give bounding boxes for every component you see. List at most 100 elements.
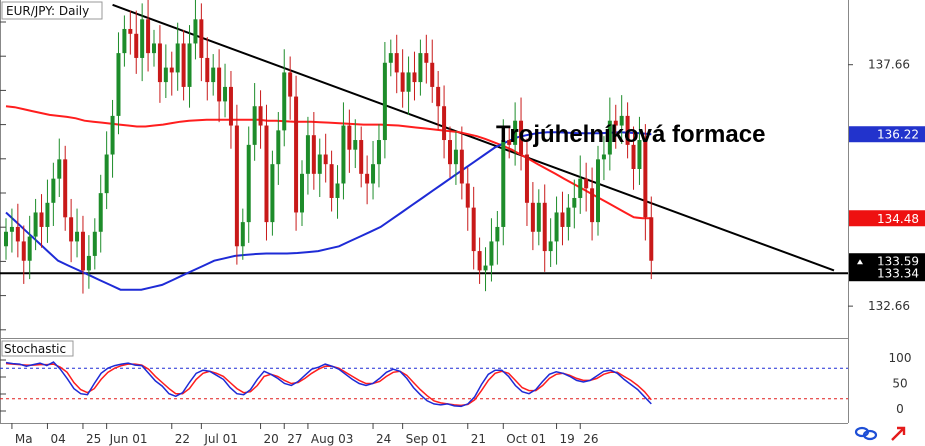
date-axis: Ma 04 25 Jun 01 22 Jul 01 20 27 Aug 03 24 Sep 01 21… xyxy=(11,423,599,446)
candle-body xyxy=(63,159,68,218)
candle-body xyxy=(619,115,624,126)
candle-body xyxy=(465,183,470,208)
candle-body xyxy=(217,67,222,102)
candle-body xyxy=(406,72,411,92)
candle-body xyxy=(453,149,458,165)
candle-body xyxy=(649,217,654,261)
candle-body xyxy=(246,144,251,223)
candle-body xyxy=(252,106,257,145)
candle-body xyxy=(637,140,642,169)
candle-body xyxy=(270,164,275,223)
candle-body xyxy=(128,28,133,34)
candle-body xyxy=(359,140,364,174)
candle-body xyxy=(57,159,62,179)
candle-body xyxy=(240,222,245,247)
symbol-label-box xyxy=(1,1,103,20)
stoch-tick-label: 50 xyxy=(892,377,907,391)
candle-body xyxy=(122,28,127,54)
date-tick-label: 26 xyxy=(583,432,598,446)
candle-body xyxy=(140,19,145,58)
stoch-k-line xyxy=(5,361,652,408)
candle-body xyxy=(400,72,405,92)
trendlines xyxy=(0,3,848,275)
date-tick-label: Ma xyxy=(15,432,33,446)
stoch-tick-label: 0 xyxy=(896,402,904,416)
candle-body xyxy=(613,120,618,126)
candle-body xyxy=(146,19,151,54)
candle-body xyxy=(294,96,299,213)
candle-body xyxy=(258,106,263,126)
candle-body xyxy=(193,19,198,44)
price-tick-label: 137.66 xyxy=(868,58,910,72)
candle-body xyxy=(495,226,500,242)
candle-body xyxy=(584,178,589,189)
candle-body xyxy=(276,130,281,165)
arrow-icon[interactable] xyxy=(891,426,906,441)
candle-body xyxy=(335,183,340,198)
date-tick-label: 20 xyxy=(264,432,279,446)
candle-body xyxy=(104,154,109,194)
candle-body xyxy=(489,241,494,266)
candle-body xyxy=(163,67,168,83)
price-tag-box xyxy=(849,126,925,143)
candle-body xyxy=(394,53,399,73)
candle-body xyxy=(21,241,26,261)
candle-body xyxy=(365,173,370,184)
candle-body xyxy=(536,202,541,232)
candles xyxy=(4,0,654,294)
date-tick-label: Sep 01 xyxy=(406,432,448,446)
link-icon[interactable] xyxy=(854,426,878,441)
candle-body xyxy=(483,265,488,271)
date-tick-label: 27 xyxy=(287,432,302,446)
candle-body xyxy=(187,43,192,87)
candle-body xyxy=(9,226,14,232)
symbol-label: EUR/JPY: Daily xyxy=(6,4,89,18)
candle-body xyxy=(323,154,328,165)
candle-body xyxy=(530,202,535,232)
stoch-d-line xyxy=(5,362,652,407)
candle-body xyxy=(341,125,346,184)
stoch-label: Stochastic xyxy=(4,342,66,356)
axis-frame xyxy=(0,0,849,424)
candle-body xyxy=(75,231,80,242)
candle-body xyxy=(80,231,85,271)
candle-body xyxy=(519,120,524,155)
candle-body xyxy=(625,115,630,145)
candle-body xyxy=(152,43,156,54)
candle-body xyxy=(317,154,322,174)
candle-body xyxy=(175,43,180,73)
candle-body xyxy=(442,106,447,141)
pattern-annotation: Trojúhelníková formace xyxy=(496,121,765,148)
stochastic-panel: 100 50 0 xyxy=(0,351,911,416)
candle-body xyxy=(430,62,435,87)
candle-body xyxy=(477,251,482,271)
stoch-label-box xyxy=(1,340,74,357)
candle-body xyxy=(288,72,293,97)
candle-body xyxy=(264,125,269,223)
candle-body xyxy=(199,19,204,58)
current-price-marker xyxy=(857,259,863,265)
candle-body xyxy=(572,197,577,208)
price-tag-label: 134.48 xyxy=(877,212,919,226)
candle-body xyxy=(181,43,186,87)
candle-body xyxy=(39,212,44,227)
candle-body xyxy=(448,140,452,165)
price-tick-label: 132.66 xyxy=(868,299,910,313)
candle-body xyxy=(329,164,334,198)
candle-body xyxy=(542,202,547,252)
date-tick-label: 21 xyxy=(471,432,486,446)
candle-body xyxy=(412,72,417,83)
date-tick-label: Oct 01 xyxy=(506,432,546,446)
candle-body xyxy=(578,178,583,198)
date-tick-label: 19 xyxy=(560,432,575,446)
candle-body xyxy=(596,159,600,223)
date-tick-label: Jun 01 xyxy=(109,432,148,446)
candle-body xyxy=(311,135,316,174)
date-tick-label: 04 xyxy=(50,432,65,446)
candle-body xyxy=(382,62,387,141)
candle-body xyxy=(92,231,97,256)
date-tick-label: Jul 01 xyxy=(203,432,238,446)
candle-body xyxy=(524,154,529,203)
